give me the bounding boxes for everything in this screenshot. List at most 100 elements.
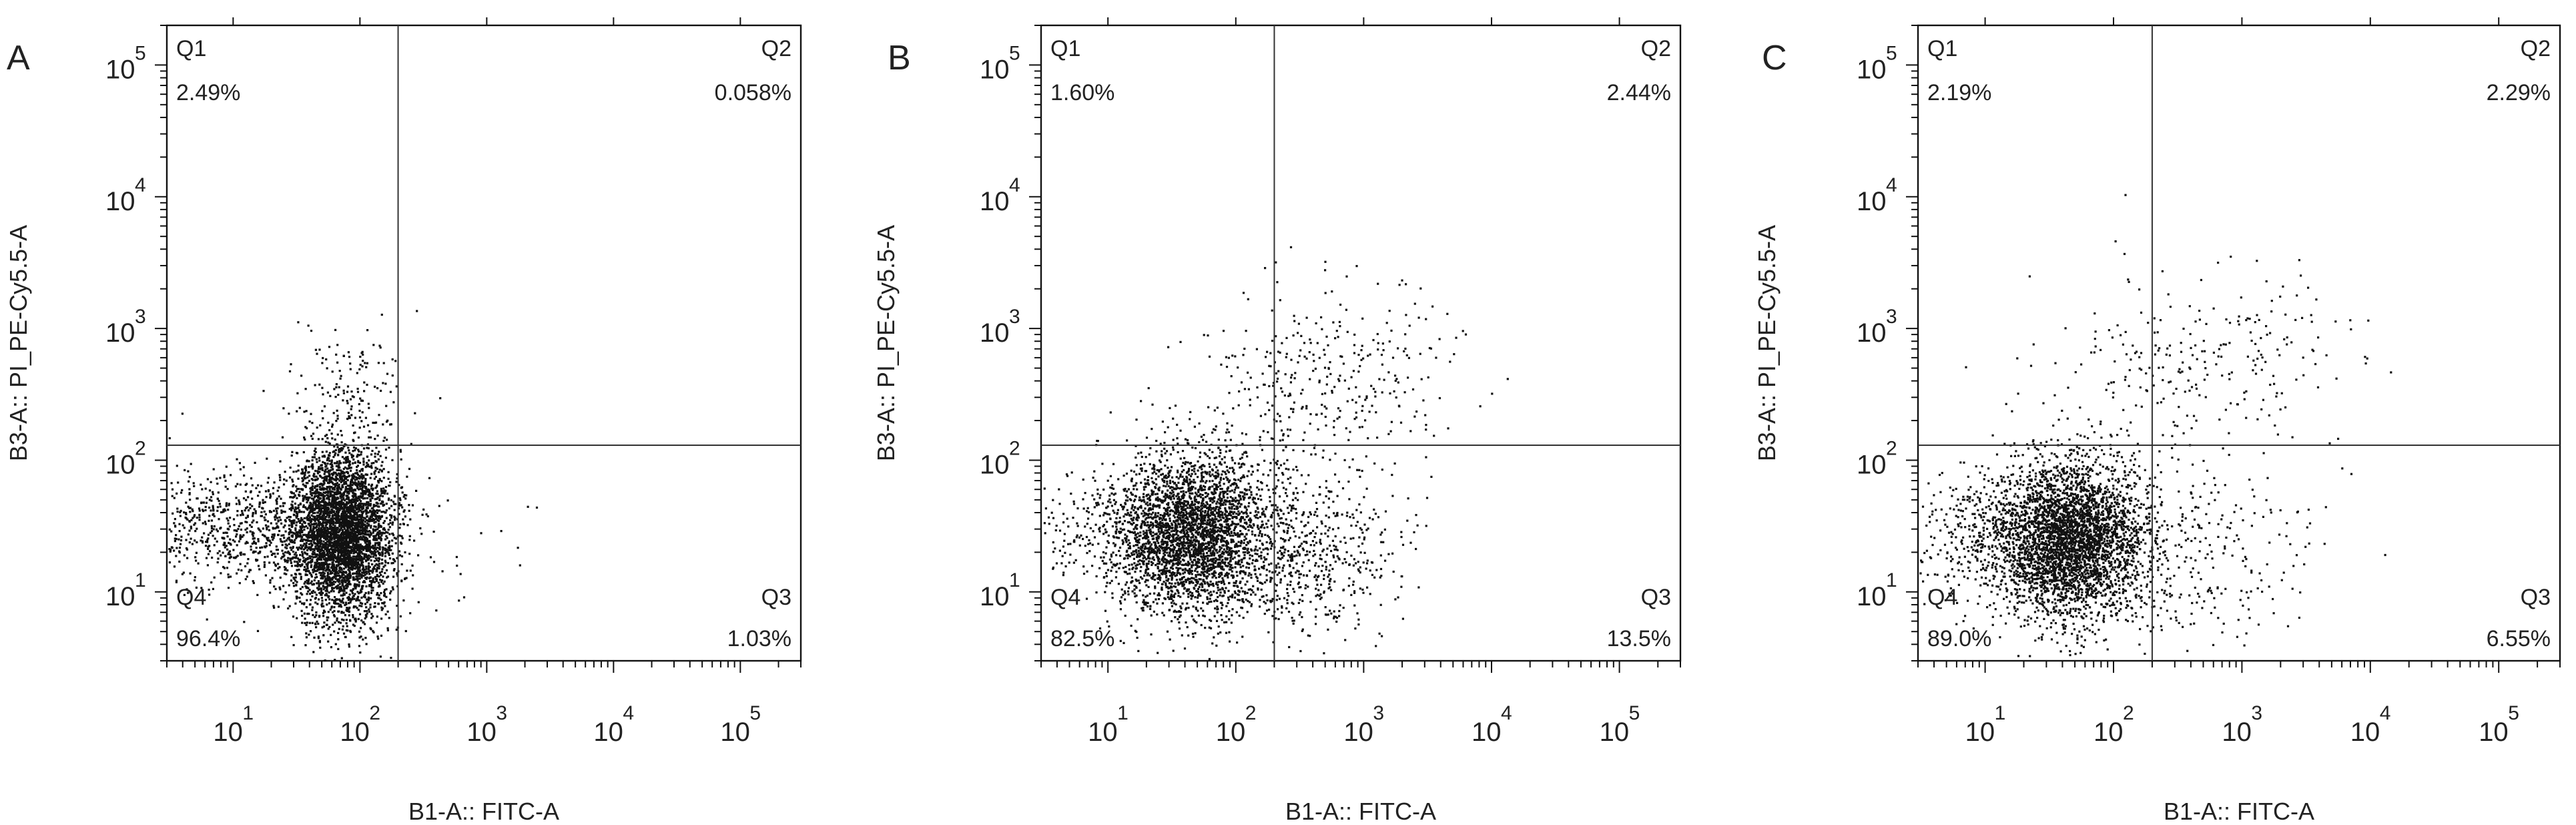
data-point: [372, 462, 375, 465]
data-point: [354, 546, 356, 549]
data-point: [349, 575, 352, 577]
data-point: [339, 563, 342, 565]
data-point: [396, 518, 398, 521]
data-point: [330, 502, 332, 505]
data-point: [386, 629, 389, 631]
data-point: [367, 592, 370, 595]
data-point: [354, 531, 357, 535]
data-point: [313, 508, 316, 511]
data-point: [289, 516, 292, 519]
data-point: [322, 528, 325, 531]
data-point: [208, 515, 211, 517]
data-point: [342, 570, 344, 573]
data-point: [273, 585, 276, 588]
data-point: [356, 575, 358, 577]
data-point: [292, 615, 295, 618]
data-point: [338, 566, 341, 569]
data-point: [380, 313, 383, 316]
data-point: [380, 487, 382, 490]
data-point: [344, 490, 347, 493]
data-point: [376, 435, 379, 437]
data-point: [357, 505, 360, 508]
data-point: [349, 505, 352, 508]
data-point: [352, 498, 354, 501]
data-point: [374, 605, 376, 608]
data-point: [282, 407, 285, 410]
data-point: [316, 560, 318, 563]
data-point: [355, 535, 358, 537]
data-point: [362, 595, 365, 598]
data-point: [259, 530, 262, 533]
data-point: [356, 557, 358, 560]
data-point: [250, 490, 252, 493]
data-point: [217, 491, 220, 494]
data-point: [313, 522, 316, 525]
data-point: [333, 599, 336, 602]
data-point: [349, 589, 352, 592]
data-point: [315, 553, 318, 556]
data-point: [352, 606, 355, 609]
data-point: [191, 543, 194, 545]
data-point: [373, 525, 376, 528]
data-point: [353, 516, 356, 519]
data-point: [187, 533, 190, 536]
data-point: [326, 528, 329, 531]
data-point: [276, 517, 279, 519]
data-point: [312, 497, 315, 500]
data-point: [358, 546, 360, 549]
data-point: [262, 390, 265, 392]
data-point: [276, 552, 279, 555]
data-point: [301, 473, 304, 475]
data-point: [295, 490, 298, 493]
data-point: [360, 518, 363, 521]
data-point: [328, 475, 331, 478]
data-point: [320, 549, 323, 552]
data-point: [336, 555, 339, 558]
data-point: [364, 533, 366, 536]
data-point: [240, 569, 243, 572]
data-point: [269, 579, 272, 581]
data-point: [356, 528, 359, 531]
data-point: [358, 581, 360, 584]
data-point: [383, 593, 386, 595]
data-point: [172, 512, 174, 515]
data-point: [326, 571, 329, 574]
data-point: [301, 477, 304, 479]
data-point: [398, 527, 401, 529]
data-point: [326, 486, 328, 489]
data-point: [325, 569, 328, 571]
data-point: [293, 519, 296, 522]
data-point: [387, 529, 390, 531]
data-point: [272, 527, 275, 530]
data-point: [378, 541, 381, 544]
data-point: [352, 450, 354, 453]
data-point: [328, 551, 331, 554]
data-point: [343, 525, 346, 527]
data-point: [268, 544, 271, 547]
data-point: [376, 591, 379, 595]
data-point: [337, 511, 340, 514]
data-point: [252, 519, 255, 522]
data-point: [374, 487, 377, 489]
data-point: [319, 531, 322, 533]
data-point: [181, 489, 184, 491]
data-point: [299, 521, 302, 524]
data-point: [348, 485, 351, 487]
data-point: [321, 505, 324, 507]
data-point: [302, 557, 305, 559]
data-point: [239, 468, 242, 471]
data-point: [372, 529, 375, 531]
data-point: [307, 587, 310, 589]
data-point: [330, 511, 333, 514]
data-point: [168, 561, 171, 564]
data-point: [378, 548, 381, 551]
data-point: [311, 606, 314, 609]
data-point: [312, 548, 315, 551]
data-point: [334, 530, 338, 533]
data-point: [293, 553, 296, 556]
data-point: [326, 467, 329, 470]
data-point: [517, 547, 519, 549]
data-point: [315, 611, 318, 614]
data-point: [264, 513, 267, 516]
data-point: [208, 499, 211, 501]
